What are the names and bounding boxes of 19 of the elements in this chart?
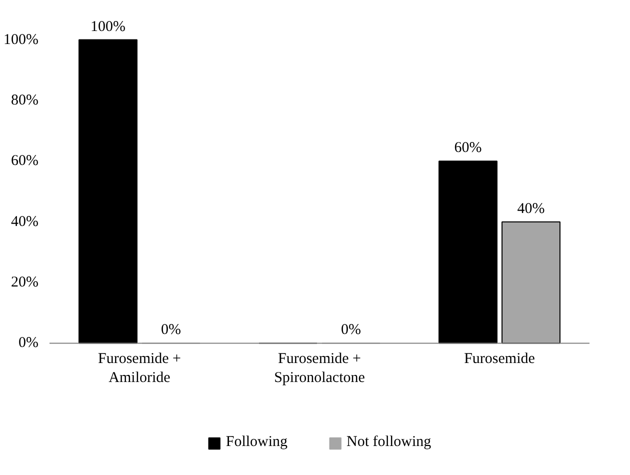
y-tick-label: 100% [4,32,39,48]
data-label: 100% [90,18,126,35]
x-tick-label: Furosemide + Amiloride [98,351,182,386]
y-tick-label: 40% [11,214,39,230]
data-label: 0% [341,322,361,338]
data-label: 60% [454,140,482,156]
data-label: 0% [161,322,181,338]
bar [438,160,498,344]
x-tick-label: Furosemide + Spironolactone [274,351,366,386]
y-tick-label: 60% [11,153,39,170]
y-tick-label: 0% [18,335,39,352]
legend-label: Not following [346,434,432,451]
legend-label: Following [226,434,288,451]
bar [502,221,560,344]
bar [78,39,138,344]
data-label: 40% [517,200,545,217]
x-tick-label: Furosemide [464,351,536,368]
y-tick-label: 20% [11,274,39,291]
y-tick-label: 80% [11,92,39,108]
